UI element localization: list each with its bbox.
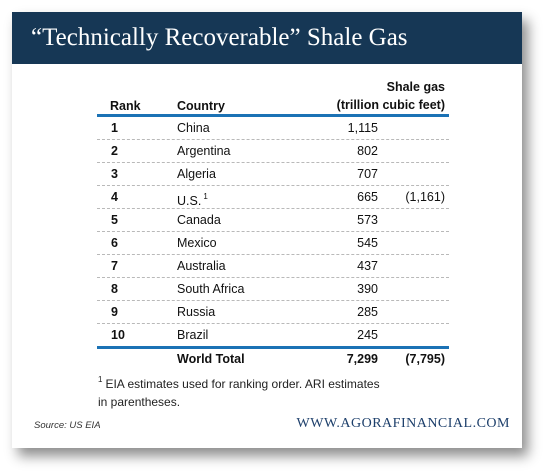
country-name: Mexico <box>177 236 217 250</box>
country-name: Canada <box>177 213 221 227</box>
header-shale-gas-line1: Shale gas <box>386 80 445 94</box>
footnote-text: EIA estimates used for ranking order. AR… <box>105 377 380 391</box>
table-row: 7 Australia 437 <box>97 255 449 278</box>
total-label: World Total <box>177 352 245 366</box>
country-name: Russia <box>177 305 216 319</box>
table-header: Rank Country Shale gas (trillion cubic f… <box>97 72 449 114</box>
table-row: 4 U.S. 1 665 (1,161) <box>97 186 449 209</box>
country-name: U.S. <box>177 194 202 208</box>
shale-gas-table: Rank Country Shale gas (trillion cubic f… <box>97 72 449 369</box>
table-card: “Technically Recoverable” Shale Gas Rank… <box>12 12 522 448</box>
rank-cell: 8 <box>111 282 118 296</box>
country-name: Australia <box>177 259 226 273</box>
shale-gas-value: 390 <box>357 282 378 296</box>
rank-cell: 1 <box>111 121 118 135</box>
shale-gas-value: 285 <box>357 305 378 319</box>
table-row: 2 Argentina 802 <box>97 140 449 163</box>
header-divider <box>97 114 449 117</box>
header-rank: Rank <box>110 99 141 113</box>
rank-cell: 2 <box>111 144 118 158</box>
header-shale-gas: Shale gas (trillion cubic feet) <box>337 78 445 114</box>
ari-estimate-value: (1,161) <box>405 190 445 204</box>
shale-gas-value: 437 <box>357 259 378 273</box>
country-cell: China <box>177 117 210 139</box>
country-cell: Mexico <box>177 232 217 254</box>
rank-cell: 4 <box>111 190 118 204</box>
country-name: Argentina <box>177 144 231 158</box>
rank-cell: 6 <box>111 236 118 250</box>
footnote-reference: 1 <box>203 192 208 201</box>
footnote-marker: 1 <box>98 375 103 384</box>
country-cell: Argentina <box>177 140 231 162</box>
page-title: “Technically Recoverable” Shale Gas <box>12 12 522 64</box>
country-name: China <box>177 121 210 135</box>
country-cell: Algeria <box>177 163 216 185</box>
shale-gas-value: 802 <box>357 144 378 158</box>
shale-gas-value: 245 <box>357 328 378 342</box>
total-value: 7,299 <box>346 352 378 366</box>
rank-cell: 7 <box>111 259 118 273</box>
country-name: South Africa <box>177 282 245 296</box>
country-cell: Canada <box>177 209 221 231</box>
total-divider <box>97 346 449 349</box>
shale-gas-value: 665 <box>357 190 378 204</box>
footnote: 1 EIA estimates used for ranking order. A… <box>98 371 458 411</box>
rank-cell: 3 <box>111 167 118 181</box>
website-link[interactable]: WWW.AGORAFINANCIAL.COM <box>296 416 510 431</box>
table-row: 8 South Africa 390 <box>97 278 449 301</box>
rank-cell: 9 <box>111 305 118 319</box>
country-cell: U.S. 1 <box>177 186 208 212</box>
country-cell: South Africa <box>177 278 244 300</box>
shale-gas-value: 707 <box>357 167 378 181</box>
shale-gas-value: 545 <box>357 236 378 250</box>
footnote-line1: 1 EIA estimates used for ranking order. A… <box>98 371 458 393</box>
table-row: 6 Mexico 545 <box>97 232 449 255</box>
table-row: 1 China 1,115 <box>97 117 449 140</box>
table-row: 10 Brazil 245 <box>97 324 449 346</box>
table-row: 9 Russia 285 <box>97 301 449 324</box>
rank-cell: 5 <box>111 213 118 227</box>
country-name: Brazil <box>177 328 209 342</box>
total-ari-value: (7,795) <box>405 352 445 366</box>
table-row: 5 Canada 573 <box>97 209 449 232</box>
shale-gas-value: 573 <box>357 213 378 227</box>
total-row: World Total 7,299 (7,795) <box>97 349 449 369</box>
header-country: Country <box>177 99 225 113</box>
source-note: Source: US EIA <box>34 420 101 431</box>
table-body: 1 China 1,115 2 Argentina 802 3 Algeria 707 4 U.S.… <box>97 117 449 346</box>
country-name: Algeria <box>177 167 216 181</box>
table-row: 3 Algeria 707 <box>97 163 449 186</box>
country-cell: Brazil <box>177 324 208 346</box>
country-cell: Russia <box>177 301 215 323</box>
header-shale-gas-line2: (trillion cubic feet) <box>336 98 445 112</box>
footnote-line2: in parentheses. <box>98 395 181 409</box>
shale-gas-value: 1,115 <box>347 121 378 135</box>
rank-cell: 10 <box>111 328 125 342</box>
country-cell: Australia <box>177 255 226 277</box>
